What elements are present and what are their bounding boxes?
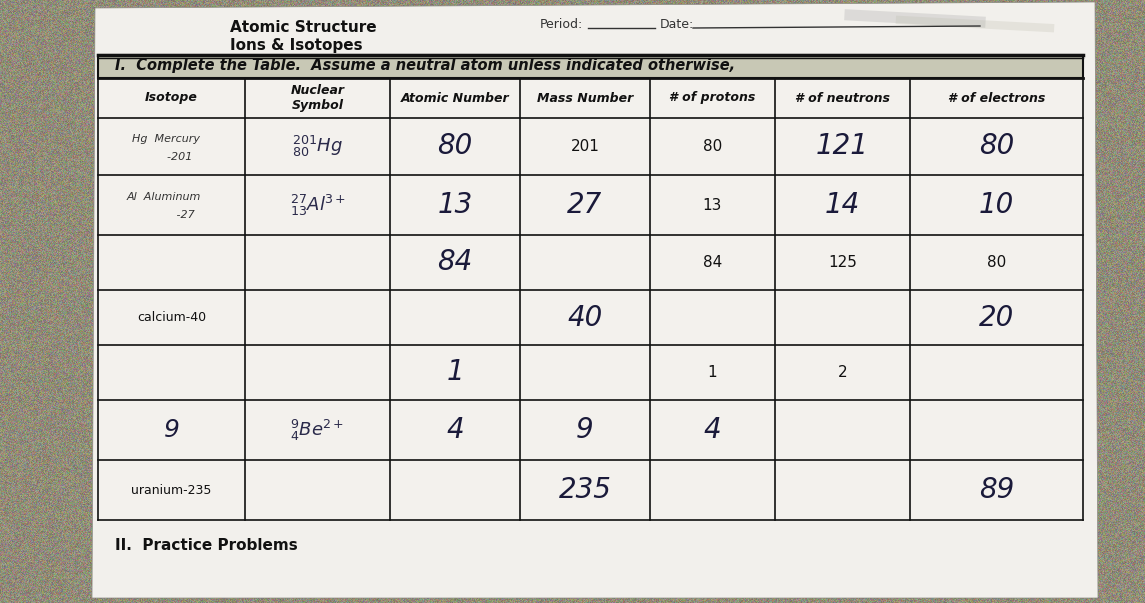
Bar [98,78,1083,118]
Text: Al  Aluminum: Al Aluminum [126,192,200,202]
Text: 201: 201 [570,139,600,154]
Text: Mass Number: Mass Number [537,92,633,104]
Bar [98,290,1083,345]
Text: 80: 80 [437,133,473,160]
Text: Date:: Date: [660,18,694,31]
Bar [98,460,1083,520]
Text: 4: 4 [447,416,464,444]
Text: # of neutrons: # of neutrons [795,92,890,104]
Text: 89: 89 [979,476,1014,504]
Text: 121: 121 [816,133,869,160]
Text: $^{201}_{80}$Hg: $^{201}_{80}$Hg [292,134,344,159]
Text: 13: 13 [703,198,722,212]
Text: uranium-235: uranium-235 [132,484,212,496]
Text: 14: 14 [824,191,860,219]
Text: 84: 84 [437,248,473,277]
Bar [98,235,1083,290]
Text: II.  Practice Problems: II. Practice Problems [114,537,298,552]
Text: Isotope: Isotope [145,92,198,104]
Text: $^{27}_{13}$Al$^{3+}$: $^{27}_{13}$Al$^{3+}$ [290,192,346,218]
Text: Atomic Structure: Atomic Structure [230,20,377,35]
Text: $^{9}_{4}$Be$^{2+}$: $^{9}_{4}$Be$^{2+}$ [291,417,345,443]
Text: 9: 9 [164,418,180,442]
Bar [98,55,1083,78]
Text: 1: 1 [447,359,464,387]
Text: 27: 27 [568,191,602,219]
Text: 125: 125 [828,255,856,270]
Text: Period:: Period: [540,18,583,31]
Text: Hg  Mercury: Hg Mercury [133,133,200,144]
Text: calcium-40: calcium-40 [137,311,206,324]
Polygon shape [92,2,1098,598]
Text: 235: 235 [559,476,611,504]
Text: 13: 13 [437,191,473,219]
Text: 9: 9 [576,416,594,444]
Text: Nuclear
Symbol: Nuclear Symbol [291,84,345,112]
Bar [98,175,1083,235]
Text: 2: 2 [838,365,847,380]
Text: 10: 10 [979,191,1014,219]
Text: I.  Complete the Table.  Assume a neutral atom unless indicated otherwise,: I. Complete the Table. Assume a neutral … [114,58,735,73]
Text: 40: 40 [568,303,602,332]
Bar [98,345,1083,400]
Text: 80: 80 [979,133,1014,160]
Text: # of protons: # of protons [670,92,756,104]
Text: 4: 4 [704,416,721,444]
Bar [98,400,1083,460]
Text: 1: 1 [708,365,717,380]
Bar [98,118,1083,175]
Text: 80: 80 [987,255,1006,270]
Text: 84: 84 [703,255,722,270]
Text: Atomic Number: Atomic Number [401,92,510,104]
Text: 80: 80 [703,139,722,154]
Bar [98,78,1083,118]
Text: -201: -201 [160,151,192,162]
Text: -27: -27 [159,210,195,220]
Text: # of electrons: # of electrons [948,92,1045,104]
Text: 20: 20 [979,303,1014,332]
Text: Ions & Isotopes: Ions & Isotopes [230,38,363,53]
